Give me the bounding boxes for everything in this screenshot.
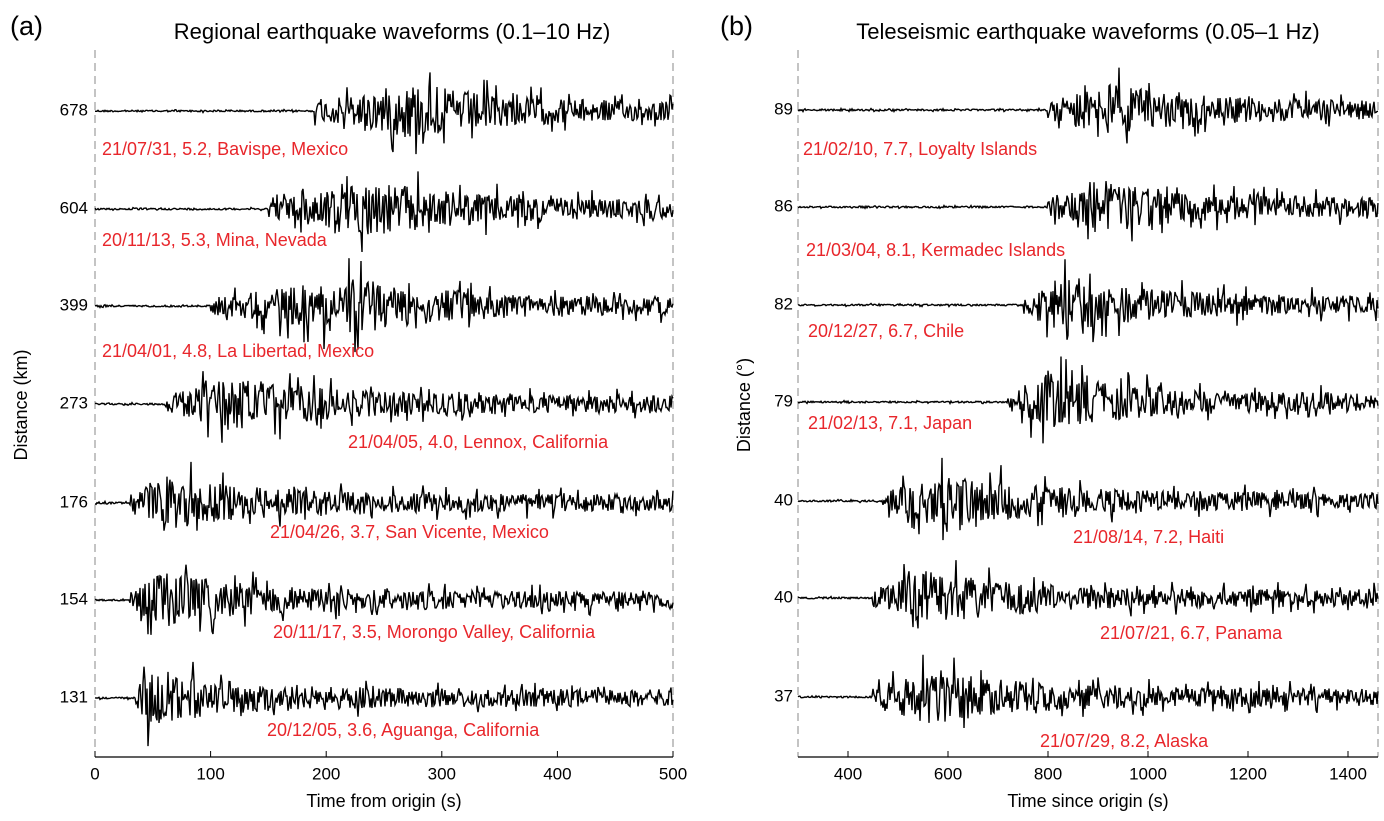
x-tick-label: 200: [312, 764, 340, 783]
y-tick-label: 86: [774, 196, 793, 215]
y-tick-label: 40: [774, 490, 793, 509]
x-tick-label: 400: [834, 764, 862, 783]
event-label: 21/07/31, 5.2, Bavispe, Mexico: [102, 139, 348, 159]
y-tick-label: 89: [774, 99, 793, 118]
waveform: [797, 181, 1379, 242]
panel-label: (b): [720, 11, 753, 41]
y-tick-label: 40: [774, 587, 793, 606]
y-tick-label: 399: [60, 295, 88, 314]
waveform: [94, 564, 674, 635]
x-tick-label: 100: [196, 764, 224, 783]
waveform: [797, 356, 1379, 444]
waveform: [797, 654, 1379, 729]
y-tick-label: 604: [60, 198, 88, 217]
event-label: 21/07/29, 8.2, Alaska: [1040, 731, 1209, 751]
event-label: 20/11/17, 3.5, Morongo Valley, Californi…: [273, 622, 596, 642]
event-label: 21/02/13, 7.1, Japan: [808, 413, 972, 433]
x-tick-label: 300: [428, 764, 456, 783]
x-tick-label: 600: [934, 764, 962, 783]
chart-title: Regional earthquake waveforms (0.1–10 Hz…: [174, 19, 611, 44]
event-label: 20/11/13, 5.3, Mina, Nevada: [102, 230, 328, 250]
x-axis-label: Time from origin (s): [306, 791, 461, 811]
y-tick-label: 273: [60, 393, 88, 412]
x-axis-label: Time since origin (s): [1007, 791, 1168, 811]
waveform: [797, 67, 1379, 144]
event-label: 20/12/27, 6.7, Chile: [808, 321, 964, 341]
x-tick-label: 1200: [1229, 764, 1267, 783]
panel-label: (a): [10, 11, 43, 41]
waveform: [797, 259, 1379, 343]
chart-title: Teleseismic earthquake waveforms (0.05–1…: [856, 19, 1319, 44]
y-axis-label: Distance (°): [734, 358, 754, 452]
event-label: 21/03/04, 8.1, Kermadec Islands: [806, 240, 1065, 260]
y-tick-label: 678: [60, 100, 88, 119]
y-tick-label: 79: [774, 391, 793, 410]
waveform: [797, 457, 1379, 541]
event-label: 21/07/21, 6.7, Panama: [1100, 623, 1283, 643]
event-label: 21/02/10, 7.7, Loyalty Islands: [803, 139, 1037, 159]
x-tick-label: 800: [1034, 764, 1062, 783]
waveform: [797, 560, 1379, 629]
y-axis-label: Distance (km): [11, 349, 31, 460]
x-tick-label: 0: [90, 764, 99, 783]
waveform: [94, 461, 674, 531]
event-label: 20/12/05, 3.6, Aguanga, California: [267, 720, 540, 740]
x-tick-label: 400: [543, 764, 571, 783]
y-tick-label: 131: [60, 687, 88, 706]
event-label: 21/04/01, 4.8, La Libertad, Mexico: [102, 341, 374, 361]
x-tick-label: 500: [659, 764, 687, 783]
waveform: [94, 371, 674, 443]
x-tick-label: 1000: [1129, 764, 1167, 783]
y-tick-label: 82: [774, 294, 793, 313]
waveform: [94, 171, 674, 253]
y-tick-label: 154: [60, 589, 88, 608]
waveform: [94, 258, 674, 353]
waveform: [94, 661, 674, 747]
y-tick-label: 37: [774, 686, 793, 705]
event-label: 21/04/26, 3.7, San Vicente, Mexico: [270, 522, 549, 542]
x-tick-label: 1400: [1329, 764, 1367, 783]
waveform: [94, 72, 674, 155]
event-label: 21/04/05, 4.0, Lennox, California: [348, 432, 609, 452]
event-label: 21/08/14, 7.2, Haiti: [1073, 527, 1224, 547]
y-tick-label: 176: [60, 492, 88, 511]
